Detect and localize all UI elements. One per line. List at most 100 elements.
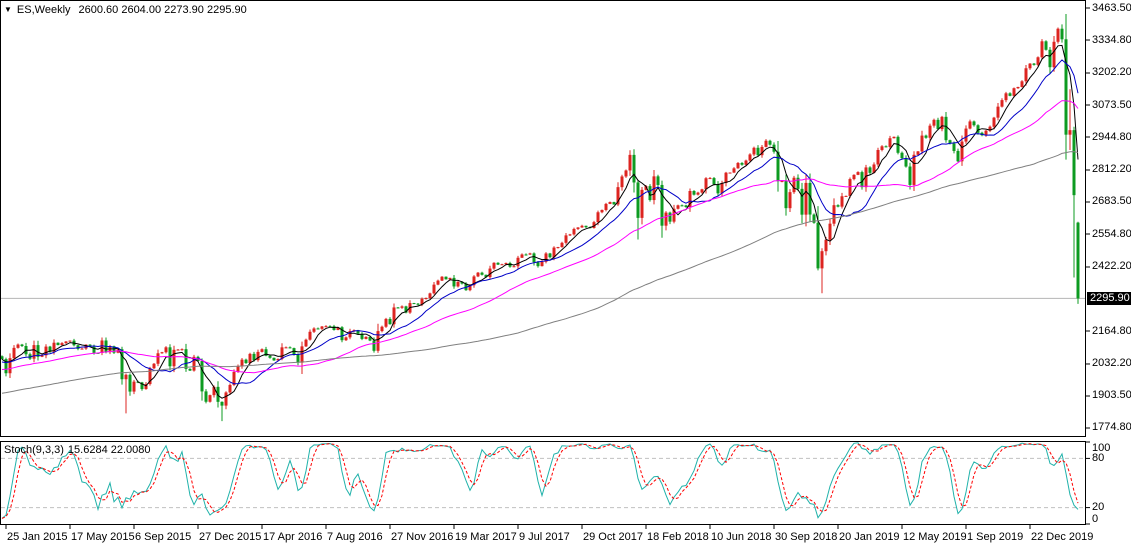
candle-body [768, 140, 772, 145]
candle-body [404, 306, 408, 313]
stoch-signal-line [1, 443, 1079, 519]
candle-body [436, 280, 440, 285]
candle-body [272, 357, 276, 361]
candle-body [844, 195, 848, 197]
candle-body [44, 346, 48, 356]
candle-body [608, 202, 612, 204]
candle-body [816, 222, 820, 269]
candle-body [596, 212, 600, 223]
stoch-axis-label: 100 [1092, 442, 1111, 454]
candle-body [4, 359, 8, 374]
candle-body [888, 138, 892, 147]
candle-body [700, 189, 704, 193]
candle-body [188, 368, 192, 371]
price-axis-label: 2164.80 [1092, 324, 1131, 337]
candle-body [624, 170, 628, 177]
candle-body [256, 351, 260, 361]
candle-body [820, 251, 824, 269]
candle-body [324, 326, 328, 328]
candle-body [64, 341, 68, 344]
candle-body [1016, 86, 1020, 89]
candle-body [372, 340, 376, 351]
candle-body [500, 264, 504, 266]
price-axis-label: 2422.20 [1092, 260, 1131, 273]
candle-body [376, 331, 380, 351]
candle-body [148, 368, 152, 385]
candle-body [684, 205, 688, 207]
date-axis-label: 1 Sep 2019 [967, 531, 1024, 543]
candle-body [412, 303, 416, 305]
candle-body [548, 253, 552, 258]
candle-body [948, 140, 952, 144]
candle-body [780, 181, 784, 183]
candle-body [712, 178, 716, 185]
candle-body [304, 339, 308, 347]
candle-body [284, 347, 288, 349]
price-axis-label: 1903.50 [1092, 389, 1131, 402]
indicator-panel[interactable] [0, 441, 1086, 525]
candle-body [336, 327, 340, 330]
candle-body [124, 374, 128, 380]
candle-body [620, 176, 624, 188]
candle-body [708, 178, 712, 180]
candle-body [344, 337, 348, 341]
moving-averages [1, 44, 1079, 399]
candle-body [636, 182, 640, 218]
candle-body [236, 366, 240, 372]
candle-body [936, 119, 940, 130]
candle-body [1040, 41, 1044, 58]
candle-body [180, 349, 184, 351]
date-axis-label: 6 Sep 2015 [135, 531, 192, 543]
candle-body [668, 212, 672, 222]
candle-body [480, 272, 484, 275]
candle-body [112, 346, 116, 353]
candle-body [1028, 63, 1032, 69]
candle-body [140, 382, 144, 390]
candle-body [12, 347, 16, 359]
candle-body [100, 340, 104, 353]
symbol-timeframe-label: ES,Weekly [16, 4, 71, 16]
candle-body [840, 196, 844, 207]
chart-title: ▼ ES,Weekly 2600.60 2604.00 2273.90 2295.9… [4, 4, 247, 16]
candle-body [924, 135, 928, 138]
candle-body [388, 318, 392, 325]
price-panel[interactable] [0, 0, 1086, 437]
candle-body [540, 261, 544, 267]
candle-body [632, 154, 636, 183]
candle-body [804, 182, 808, 215]
candle-body [1032, 63, 1036, 65]
candle-body [648, 186, 652, 201]
candle-body [156, 353, 160, 364]
candle-body [960, 141, 964, 162]
candle-body [560, 242, 564, 248]
stochastic-lines [1, 442, 1085, 519]
candle-body [1024, 68, 1028, 82]
candle-body [132, 381, 136, 392]
candle-body [724, 172, 728, 184]
candle-body [1056, 28, 1060, 42]
candle-body [876, 149, 880, 165]
candle-body [996, 106, 1000, 118]
candle-body [552, 247, 556, 258]
candle-body [444, 276, 448, 280]
candle-body [20, 344, 24, 346]
ma-line-13 [1, 59, 1079, 385]
ma-line-5 [1, 44, 1079, 399]
candle-body [1072, 130, 1076, 196]
candle-body [176, 349, 180, 351]
candle-body [424, 298, 428, 300]
candle-body [428, 293, 432, 299]
candle-body [60, 343, 64, 346]
candle-body [964, 128, 968, 142]
candle-body [32, 345, 36, 359]
date-axis-label: 12 May 2019 [903, 531, 967, 543]
candle-body [8, 358, 12, 374]
candle-body [204, 391, 208, 402]
candle-body [836, 205, 840, 207]
candle-body [956, 150, 960, 162]
candle-body [300, 346, 304, 363]
candle-body [172, 349, 176, 367]
price-axis-label: 3202.20 [1092, 66, 1131, 79]
